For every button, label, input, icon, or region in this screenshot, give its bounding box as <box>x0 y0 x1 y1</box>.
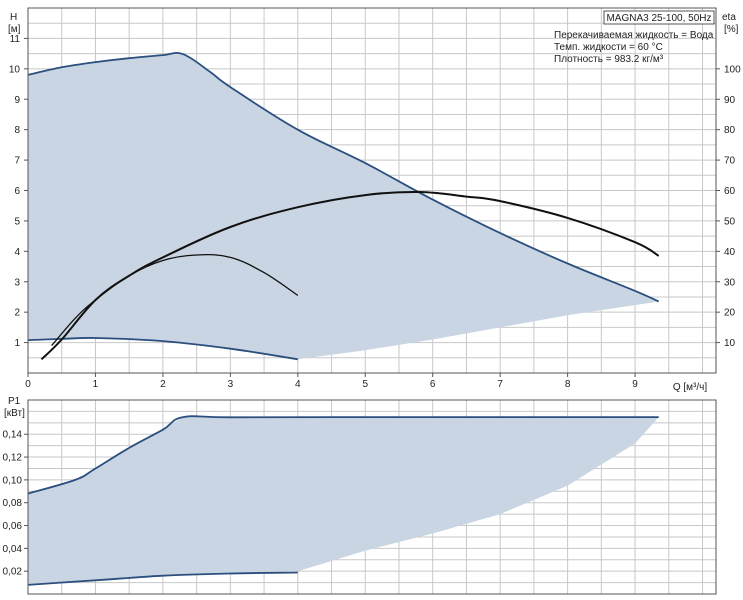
power-yunit: [кВт] <box>4 408 25 419</box>
eta-tick-label: 20 <box>724 308 736 319</box>
power-panel: 0,02 0,04 0,06 0,08 0,10 0,12 0,14 P1 [кВт] <box>3 396 717 595</box>
y-tick-label: 6 <box>14 186 20 197</box>
x-tick-label: 7 <box>497 379 503 390</box>
head-panel: 1 2 3 4 5 6 7 8 9 10 11 10 20 30 40 50 60 70 80 90 100 0 1 2 3… <box>8 7 741 393</box>
y-tick-label: 1 <box>14 338 20 349</box>
eta-label: eta <box>722 12 736 23</box>
eta-tick-label: 30 <box>724 277 736 288</box>
y-tick-label: 5 <box>14 216 20 227</box>
eta-tick-label: 70 <box>724 156 736 167</box>
y-tick-label: 9 <box>14 95 20 106</box>
x-tick-label: 5 <box>362 379 368 390</box>
eta-tick-label: 40 <box>724 247 736 258</box>
y-tick-label: 7 <box>14 156 20 167</box>
x-tick-label: 8 <box>565 379 571 390</box>
info-line-2: Темп. жидкости = 60 °C <box>554 42 663 53</box>
y-tick-label: 11 <box>10 34 21 45</box>
eta-tick-label: 60 <box>724 186 736 197</box>
model-box <box>603 10 715 25</box>
head-ylabel: H <box>10 12 17 23</box>
y-tick-label: 2 <box>14 308 20 319</box>
head-yunit: [м] <box>8 24 21 35</box>
eta-tick-label: 90 <box>724 95 736 106</box>
max-curve <box>27 52 660 303</box>
head-area <box>28 54 659 360</box>
x-tick-label: 3 <box>228 379 234 390</box>
head-yticks: 1 2 3 4 5 6 7 8 9 10 11 <box>9 34 28 349</box>
p-max-curve <box>27 415 659 495</box>
y-tick-label: 4 <box>14 247 20 258</box>
y-tick-label: 8 <box>14 125 20 136</box>
power-tick-label: 0,06 <box>3 521 23 532</box>
x-label: Q [м³/ч] <box>673 382 708 393</box>
power-tick-label: 0,08 <box>3 498 23 509</box>
x-tick-label: 4 <box>295 379 301 390</box>
power-tick-label: 0,12 <box>3 453 23 464</box>
x-tick-label: 6 <box>430 379 436 390</box>
power-yticks: 0,02 0,04 0,06 0,08 0,10 0,12 0,14 <box>3 430 28 578</box>
power-tick-label: 0,10 <box>3 475 23 486</box>
eta-min-curve <box>51 254 299 347</box>
eta-tick-label: 80 <box>724 125 736 136</box>
model-label: MAGNA3 25-100, 50Hz <box>606 13 711 24</box>
eta-yticks: 10 20 30 40 50 60 70 80 90 100 <box>716 64 741 349</box>
power-tick-label: 0,14 <box>3 430 23 441</box>
x-tick-label: 1 <box>93 379 99 390</box>
info-line-3: Плотность = 983.2 кг/м³ <box>554 54 664 65</box>
power-ylabel: P1 <box>8 396 21 407</box>
x-ticks: 0 1 2 3 4 5 6 7 8 9 <box>25 373 638 390</box>
y-tick-label: 3 <box>14 277 20 288</box>
eta-unit: [%] <box>724 24 739 35</box>
y-tick-label: 10 <box>9 64 21 75</box>
x-tick-label: 9 <box>632 379 638 390</box>
p-min-curve <box>27 571 298 586</box>
eta-tick-label: 100 <box>724 64 741 75</box>
power-tick-label: 0,02 <box>3 567 23 578</box>
power-tick-label: 0,04 <box>3 544 23 555</box>
info-line-1: Перекачиваемая жидкость = Вода <box>554 30 714 41</box>
x-tick-label: 2 <box>160 379 166 390</box>
eta-tick-label: 50 <box>724 216 736 227</box>
power-area <box>28 417 659 585</box>
power-frame <box>27 399 717 595</box>
x-tick-label: 0 <box>25 379 31 390</box>
eta-tick-label: 10 <box>724 338 736 349</box>
